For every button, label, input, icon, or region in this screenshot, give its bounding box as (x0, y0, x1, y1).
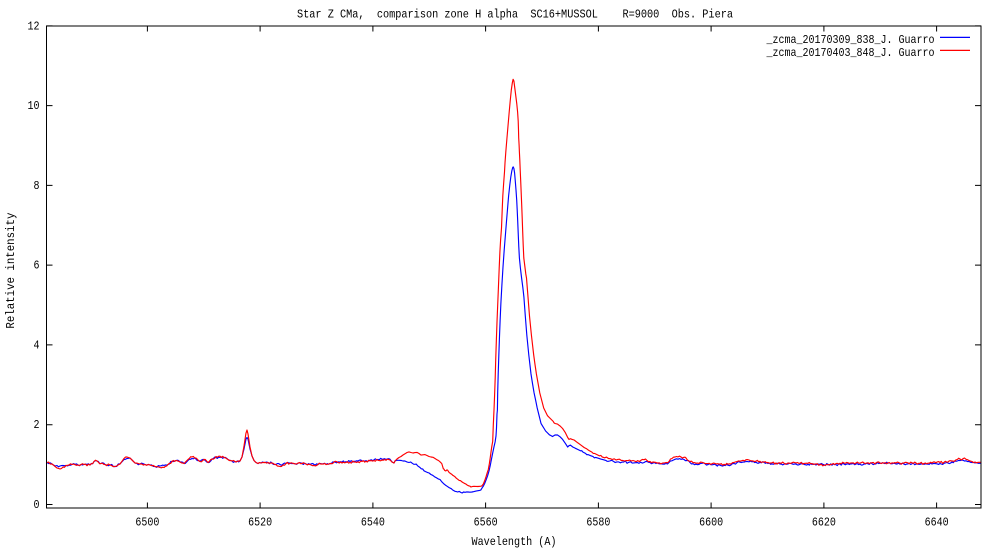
svg-text:6620: 6620 (812, 516, 836, 530)
svg-text:6: 6 (34, 259, 40, 273)
svg-text:6600: 6600 (699, 516, 723, 530)
svg-text:6640: 6640 (925, 516, 949, 530)
svg-text:10: 10 (28, 99, 40, 113)
svg-text:2: 2 (34, 418, 40, 432)
svg-text:_zcma_20170309_838_J. Guarro: _zcma_20170309_838_J. Guarro (766, 33, 935, 47)
svg-text:Star Z CMa, comparison zone H: Star Z CMa, comparison zone H alpha SC16… (297, 8, 733, 22)
svg-text:4: 4 (34, 338, 40, 352)
svg-text:8: 8 (34, 179, 40, 193)
svg-text:6540: 6540 (361, 516, 385, 530)
svg-text:6500: 6500 (135, 516, 159, 530)
svg-text:6560: 6560 (474, 516, 498, 530)
svg-text:_zcma_20170403_848_J. Guarro: _zcma_20170403_848_J. Guarro (766, 46, 935, 60)
svg-text:12: 12 (28, 19, 40, 33)
svg-text:6580: 6580 (586, 516, 610, 530)
svg-text:Relative intensity: Relative intensity (4, 213, 18, 329)
svg-text:Wavelength (A): Wavelength (A) (472, 535, 557, 549)
svg-text:0: 0 (34, 498, 40, 512)
svg-text:6520: 6520 (248, 516, 272, 530)
